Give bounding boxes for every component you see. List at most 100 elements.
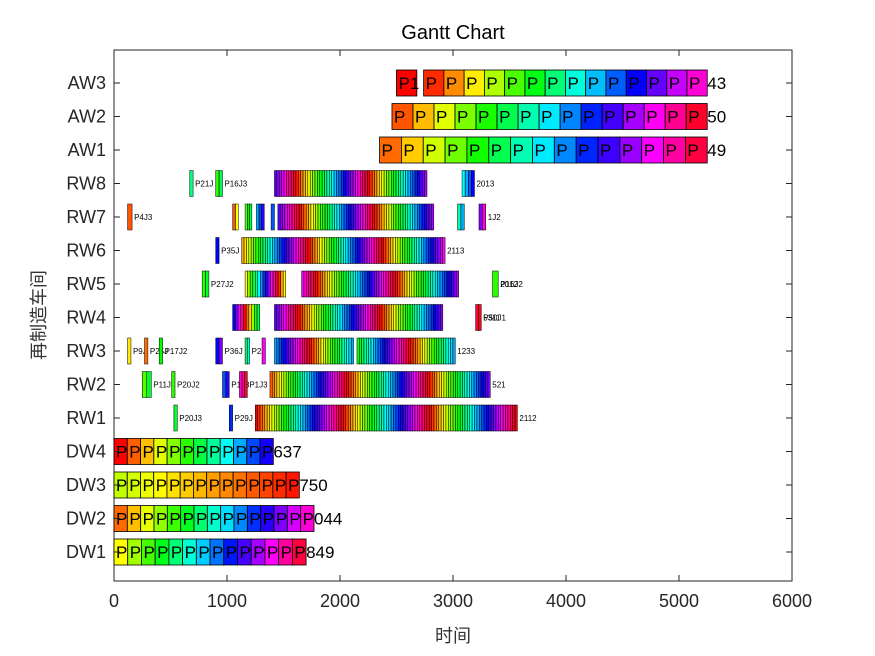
task-block [247, 270, 251, 298]
y-tick-label: DW1 [66, 542, 106, 562]
task-block [415, 371, 419, 398]
task-block [345, 170, 349, 197]
task-block [381, 270, 384, 298]
task-block [443, 404, 447, 432]
y-tick-label: AW3 [68, 73, 106, 93]
task-block [367, 304, 371, 331]
task-block [388, 270, 391, 298]
task-block [253, 237, 257, 264]
task-block [374, 270, 377, 298]
row-end-label: 2013 [476, 180, 494, 189]
task-block [433, 237, 436, 264]
task-block [336, 371, 340, 398]
task-block [326, 170, 330, 197]
task-block [379, 170, 382, 197]
task-block [427, 371, 431, 398]
task-block [435, 237, 439, 264]
task-block [436, 337, 440, 365]
task-block [158, 337, 163, 365]
task-block [290, 170, 294, 197]
task-block [514, 404, 518, 432]
task-block [307, 237, 311, 264]
task-block [392, 371, 396, 398]
task-block [428, 404, 432, 432]
task-block [359, 270, 363, 298]
task-block [448, 404, 451, 432]
task-block [348, 371, 352, 398]
task-block [408, 371, 412, 398]
task-block [448, 371, 452, 398]
task-label: P [303, 510, 314, 529]
task-label: P35J [221, 247, 239, 256]
task-block [685, 103, 708, 130]
task-block [283, 337, 287, 365]
task-block [374, 371, 377, 398]
task-block [416, 304, 420, 331]
task-block [419, 304, 423, 331]
task-block [276, 304, 280, 331]
task-block [431, 203, 435, 231]
task-block [419, 170, 423, 197]
task-block [307, 170, 311, 197]
task-block [452, 337, 456, 365]
x-tick-label: 1000 [207, 591, 247, 611]
task-block [295, 304, 299, 331]
task-block [376, 404, 380, 432]
task-block [316, 337, 319, 365]
task-label: P [171, 543, 182, 562]
task-label: P [622, 141, 633, 160]
task-block [280, 270, 284, 298]
task-block [303, 270, 307, 298]
task-block [244, 337, 248, 365]
y-tick-label: RW7 [66, 207, 106, 227]
task-block [337, 304, 341, 331]
task-block [265, 237, 268, 264]
task-block [269, 237, 273, 264]
task-block [457, 404, 461, 432]
task-block [466, 371, 470, 398]
task-label: P [608, 74, 619, 93]
row-end-label: 2112 [519, 414, 537, 423]
task-block [464, 404, 468, 432]
task-block [361, 337, 365, 365]
task-block [398, 170, 402, 197]
task-label: P [520, 108, 531, 127]
task-block [250, 237, 254, 264]
task-block [373, 237, 377, 264]
task-block [372, 304, 376, 331]
task-block [383, 170, 387, 197]
task-block [381, 170, 385, 197]
task-block [453, 270, 457, 298]
task-label: P [209, 443, 220, 462]
task-block [297, 337, 301, 365]
task-block [302, 371, 305, 398]
task-block [405, 203, 409, 231]
task-block [438, 404, 442, 432]
task-label: P [666, 141, 677, 160]
task-block [421, 404, 425, 432]
task-label: P [142, 476, 153, 495]
task-block [308, 270, 312, 298]
task-block [343, 270, 347, 298]
y-tick-label: DW3 [66, 475, 106, 495]
task-block [414, 237, 417, 264]
task-label: P [648, 74, 659, 93]
task-block [366, 270, 370, 298]
task-block [512, 404, 516, 432]
task-block [407, 237, 410, 264]
task-block [222, 371, 227, 398]
task-block [256, 203, 260, 231]
task-block [417, 170, 421, 197]
task-block [352, 237, 356, 264]
task-label: P [262, 443, 273, 462]
task-block [415, 337, 419, 365]
task-block [381, 304, 385, 331]
task-block [362, 404, 366, 432]
task-label: P1J3 [249, 381, 268, 390]
task-block [411, 237, 415, 264]
task-block [256, 304, 261, 331]
task-block [362, 237, 365, 264]
task-block [262, 237, 266, 264]
task-block [371, 371, 375, 398]
task-block [420, 371, 424, 398]
